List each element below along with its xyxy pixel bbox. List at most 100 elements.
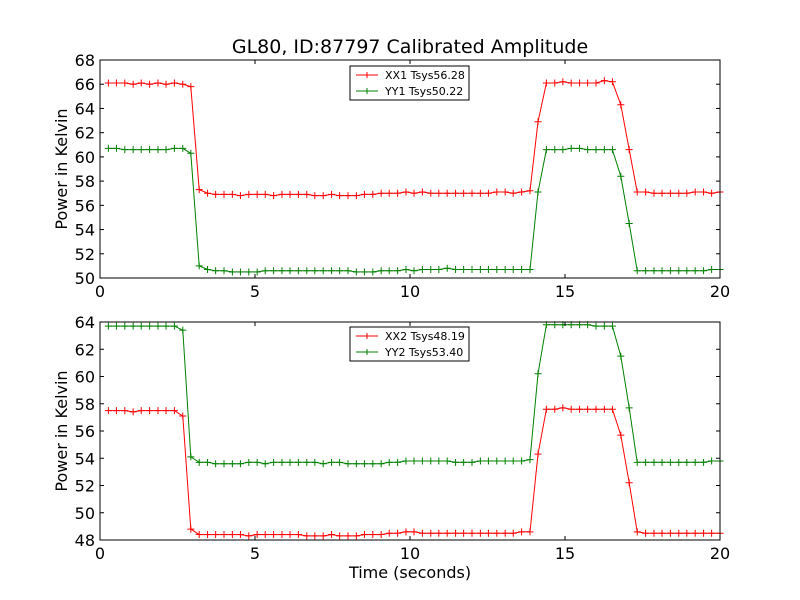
x-tick-label: 10 <box>400 282 420 301</box>
data-point <box>204 189 212 197</box>
data-point <box>286 531 294 539</box>
data-point <box>261 267 269 275</box>
data-point <box>253 458 261 466</box>
data-point <box>567 405 575 413</box>
data-point <box>394 529 402 537</box>
data-point <box>154 407 162 415</box>
data-point <box>576 144 584 152</box>
data-point <box>137 79 145 87</box>
data-point <box>245 532 253 540</box>
data-point <box>584 79 592 87</box>
data-point <box>476 457 484 465</box>
data-point <box>708 529 716 537</box>
data-point <box>608 405 616 413</box>
data-point <box>501 266 509 274</box>
y-tick-label: 52 <box>75 245 95 264</box>
data-point <box>476 266 484 274</box>
data-point <box>369 531 377 539</box>
y-tick-label: 52 <box>75 477 95 496</box>
data-point <box>526 456 534 464</box>
data-point <box>170 79 178 87</box>
data-point <box>402 188 410 196</box>
data-point <box>303 267 311 275</box>
y-tick-label: 54 <box>75 449 95 468</box>
data-point <box>468 529 476 537</box>
data-point <box>344 532 352 540</box>
data-point <box>137 146 145 154</box>
y-tick-label: 64 <box>75 313 95 332</box>
data-point <box>435 266 443 274</box>
data-point <box>600 322 608 330</box>
data-point <box>253 268 261 276</box>
data-point <box>518 528 526 536</box>
data-point <box>452 266 460 274</box>
data-point <box>385 529 393 537</box>
data-point <box>352 192 360 200</box>
data-point <box>675 189 683 197</box>
data-point <box>245 190 253 198</box>
data-point <box>642 529 650 537</box>
data-point <box>377 460 385 468</box>
data-point <box>319 192 327 200</box>
data-point <box>385 458 393 466</box>
data-point <box>509 457 517 465</box>
data-point <box>112 322 120 330</box>
data-point <box>658 529 666 537</box>
data-point <box>683 267 691 275</box>
data-point <box>385 267 393 275</box>
data-point <box>484 266 492 274</box>
data-point <box>286 190 294 198</box>
series-line <box>108 147 720 273</box>
data-point <box>534 450 542 458</box>
y-tick-label: 54 <box>75 221 95 240</box>
data-point <box>418 266 426 274</box>
y-tick-label: 60 <box>75 148 95 167</box>
data-point <box>270 267 278 275</box>
data-point <box>501 529 509 537</box>
data-point <box>567 144 575 152</box>
data-point <box>286 267 294 275</box>
data-point <box>559 78 567 86</box>
data-point <box>112 79 120 87</box>
data-point <box>650 529 658 537</box>
data-point <box>162 407 170 415</box>
data-point <box>360 190 368 198</box>
data-point <box>542 405 550 413</box>
data-point <box>534 118 542 126</box>
data-point <box>336 267 344 275</box>
data-point <box>311 532 319 540</box>
data-point <box>468 458 476 466</box>
y-tick-label: 56 <box>75 422 95 441</box>
data-point <box>369 190 377 198</box>
data-point <box>204 458 212 466</box>
data-point <box>121 146 129 154</box>
data-point <box>592 322 600 330</box>
data-point <box>592 79 600 87</box>
data-point <box>427 266 435 274</box>
data-point <box>104 79 112 87</box>
data-point <box>418 457 426 465</box>
data-point <box>195 531 203 539</box>
data-point <box>691 458 699 466</box>
data-point <box>294 267 302 275</box>
data-point <box>452 529 460 537</box>
data-point <box>633 458 641 466</box>
data-point <box>501 457 509 465</box>
data-point <box>170 144 178 152</box>
data-point <box>700 529 708 537</box>
y-tick-label: 50 <box>75 504 95 523</box>
data-point <box>228 460 236 468</box>
data-point <box>278 458 286 466</box>
data-point <box>551 405 559 413</box>
data-point <box>460 189 468 197</box>
legend: XX1 Tsys56.28 YY1 Tsys50.22 <box>349 65 470 101</box>
data-point <box>600 77 608 85</box>
data-point <box>633 267 641 275</box>
legend-entry: XX1 Tsys56.28 <box>385 69 465 82</box>
legend: XX2 Tsys48.19 YY2 Tsys53.40 <box>349 326 470 362</box>
data-point <box>518 188 526 196</box>
data-point <box>137 322 145 330</box>
y-tick-label: 50 <box>75 269 95 288</box>
data-point <box>162 146 170 154</box>
data-point <box>394 458 402 466</box>
